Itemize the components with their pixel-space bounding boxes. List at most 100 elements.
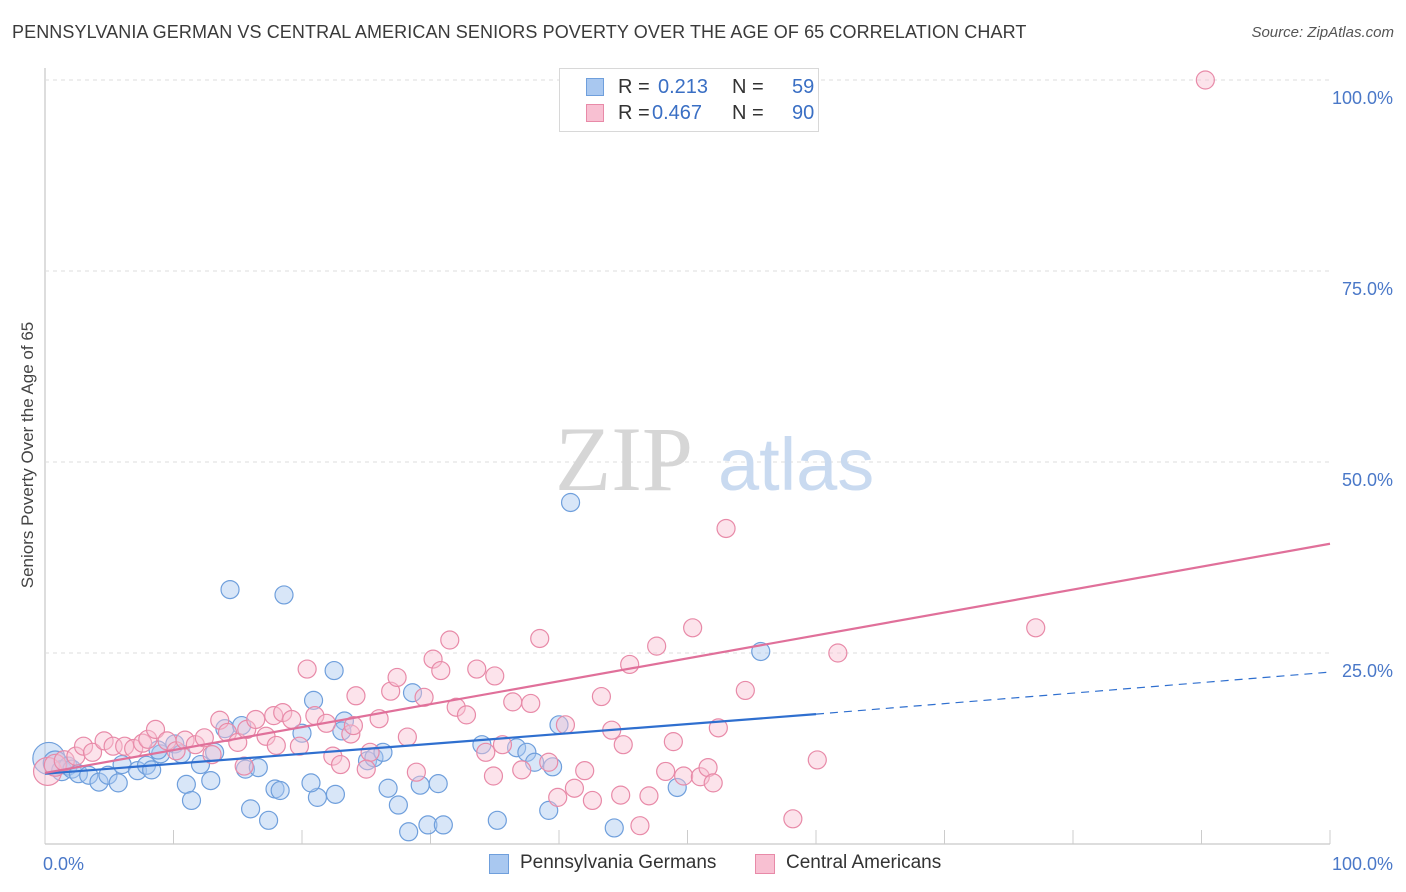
point-central-americans: [698, 757, 718, 778]
legend-swatch-pink: [586, 104, 604, 122]
point-pennsylvania-germans: [324, 660, 344, 681]
point-pennsylvania-germans: [303, 690, 324, 710]
point-central-americans: [735, 680, 755, 701]
point-central-americans: [1195, 70, 1215, 90]
legend-r-label: R =: [618, 102, 650, 124]
bottom-legend-swatch-pink: [755, 854, 775, 874]
point-central-americans: [431, 660, 451, 681]
point-central-americans: [297, 659, 317, 679]
point-central-americans: [611, 785, 631, 805]
point-central-americans: [94, 731, 114, 751]
point-central-americans: [476, 742, 496, 762]
point-pennsylvania-germans: [560, 492, 581, 513]
legend-r-value: 0.467: [652, 102, 703, 124]
point-central-americans: [582, 790, 603, 811]
point-central-americans: [613, 735, 633, 755]
point-central-americans: [492, 735, 513, 755]
point-pennsylvania-germans: [399, 822, 419, 842]
point-central-americans: [346, 686, 366, 706]
point-central-americans: [483, 766, 504, 786]
point-central-americans: [456, 705, 477, 725]
point-central-americans: [266, 735, 286, 756]
point-central-americans: [647, 636, 667, 656]
point-pennsylvania-germans: [388, 795, 408, 815]
point-central-americans: [564, 778, 585, 798]
legend-r-value: 0.213: [658, 76, 709, 98]
legend-n-value: 90: [792, 102, 815, 124]
x-tick-label: 100.0%: [1332, 854, 1393, 874]
legend-n-label: N =: [732, 76, 764, 98]
trend-line-extension: [815, 671, 1331, 715]
y-tick-label: 25.0%: [1342, 661, 1393, 681]
point-pennsylvania-germans: [402, 683, 423, 703]
legend-r-label: R =: [618, 76, 650, 98]
point-pennsylvania-germans: [270, 780, 290, 801]
point-central-americans: [282, 709, 302, 730]
point-central-americans: [539, 752, 559, 772]
point-pennsylvania-germans: [98, 765, 118, 785]
point-central-americans: [103, 736, 123, 756]
point-central-americans: [289, 736, 310, 756]
point-central-americans: [133, 733, 153, 753]
point-central-americans: [512, 760, 532, 780]
chart-title: PENNSYLVANIA GERMAN VS CENTRAL AMERICAN …: [12, 22, 1027, 42]
point-pennsylvania-germans: [517, 742, 537, 762]
point-central-americans: [440, 630, 460, 650]
point-pennsylvania-germans: [108, 773, 128, 793]
point-pennsylvania-germans: [258, 810, 279, 830]
point-pennsylvania-germans: [301, 773, 321, 793]
trend-lines: [44, 542, 1331, 775]
point-central-americans: [555, 715, 576, 735]
point-central-americans: [343, 715, 363, 736]
x-tick-label: 0.0%: [43, 854, 84, 874]
source-label: Source: ZipAtlas.com: [1251, 24, 1394, 41]
point-central-americans: [145, 719, 166, 740]
point-central-americans: [521, 693, 541, 714]
point-pennsylvania-germans: [220, 579, 240, 600]
bottom-legend-label: Pennsylvania Germans: [520, 852, 717, 873]
point-central-americans: [387, 667, 407, 688]
point-central-americans: [783, 809, 803, 829]
point-pennsylvania-germans: [142, 760, 162, 780]
point-central-americans: [591, 686, 612, 707]
point-central-americans: [138, 729, 158, 749]
y-tick-label: 100.0%: [1332, 88, 1393, 108]
bottom-legend-label: Central Americans: [786, 852, 942, 873]
legend-n-label: N =: [732, 102, 764, 124]
watermark: ZIP atlas: [555, 408, 874, 510]
bottom-legend-swatch-blue: [489, 854, 509, 874]
point-pennsylvania-germans: [539, 800, 559, 820]
point-central-americans: [503, 692, 523, 712]
point-central-americans: [53, 750, 75, 772]
point-central-americans: [663, 732, 683, 752]
stats-legend: R = 0.213 N = 59 R = 0.467 N = 90: [559, 68, 819, 132]
point-central-americans: [630, 816, 650, 836]
point-pennsylvania-germans: [667, 777, 687, 798]
point-central-americans: [548, 787, 568, 807]
y-tick-label: 50.0%: [1342, 470, 1393, 490]
point-central-americans: [575, 761, 595, 781]
point-central-americans: [530, 628, 550, 649]
point-pennsylvania-germans: [181, 790, 202, 811]
point-central-americans: [485, 666, 505, 686]
point-central-americans: [175, 730, 195, 750]
point-pennsylvania-germans: [176, 774, 196, 795]
point-pennsylvania-germans: [248, 757, 268, 778]
point-central-americans: [467, 659, 487, 679]
point-central-americans: [423, 649, 443, 669]
point-central-americans: [246, 709, 266, 730]
point-central-americans: [202, 745, 222, 765]
point-pennsylvania-germans: [274, 585, 294, 605]
point-central-americans: [330, 754, 351, 775]
point-central-americans: [82, 742, 103, 762]
point-central-americans: [1026, 618, 1046, 638]
point-central-americans: [639, 786, 659, 806]
watermark-zip: ZIP: [555, 408, 693, 510]
point-pennsylvania-germans: [201, 770, 221, 791]
data-points: [32, 70, 1215, 842]
point-central-americans: [656, 761, 676, 782]
trend-line-central-americans: [44, 542, 1331, 775]
point-central-americans: [194, 728, 214, 748]
point-central-americans: [683, 618, 703, 638]
